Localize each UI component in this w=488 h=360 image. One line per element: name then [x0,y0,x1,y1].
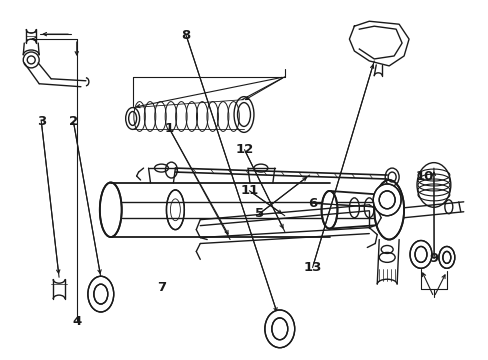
Ellipse shape [264,310,294,348]
Text: 1: 1 [164,122,173,135]
Ellipse shape [100,183,122,237]
Ellipse shape [88,276,114,312]
Ellipse shape [379,191,394,209]
Text: 7: 7 [157,281,166,294]
Ellipse shape [409,240,431,268]
Ellipse shape [414,247,426,262]
Ellipse shape [372,184,400,216]
Text: 11: 11 [240,184,258,197]
Ellipse shape [373,180,403,239]
Text: 5: 5 [254,207,263,220]
Text: 12: 12 [235,143,253,156]
Ellipse shape [271,318,287,340]
Text: 8: 8 [181,29,190,42]
Text: 13: 13 [303,261,321,274]
Ellipse shape [321,191,337,229]
Text: 4: 4 [72,315,81,328]
Ellipse shape [438,247,454,268]
Ellipse shape [442,251,450,264]
Text: 3: 3 [37,114,46,127]
Ellipse shape [166,190,184,230]
Ellipse shape [94,284,107,304]
Text: 6: 6 [307,197,317,210]
Text: 10: 10 [414,170,433,183]
Text: 2: 2 [69,114,78,127]
Text: 9: 9 [428,252,438,265]
